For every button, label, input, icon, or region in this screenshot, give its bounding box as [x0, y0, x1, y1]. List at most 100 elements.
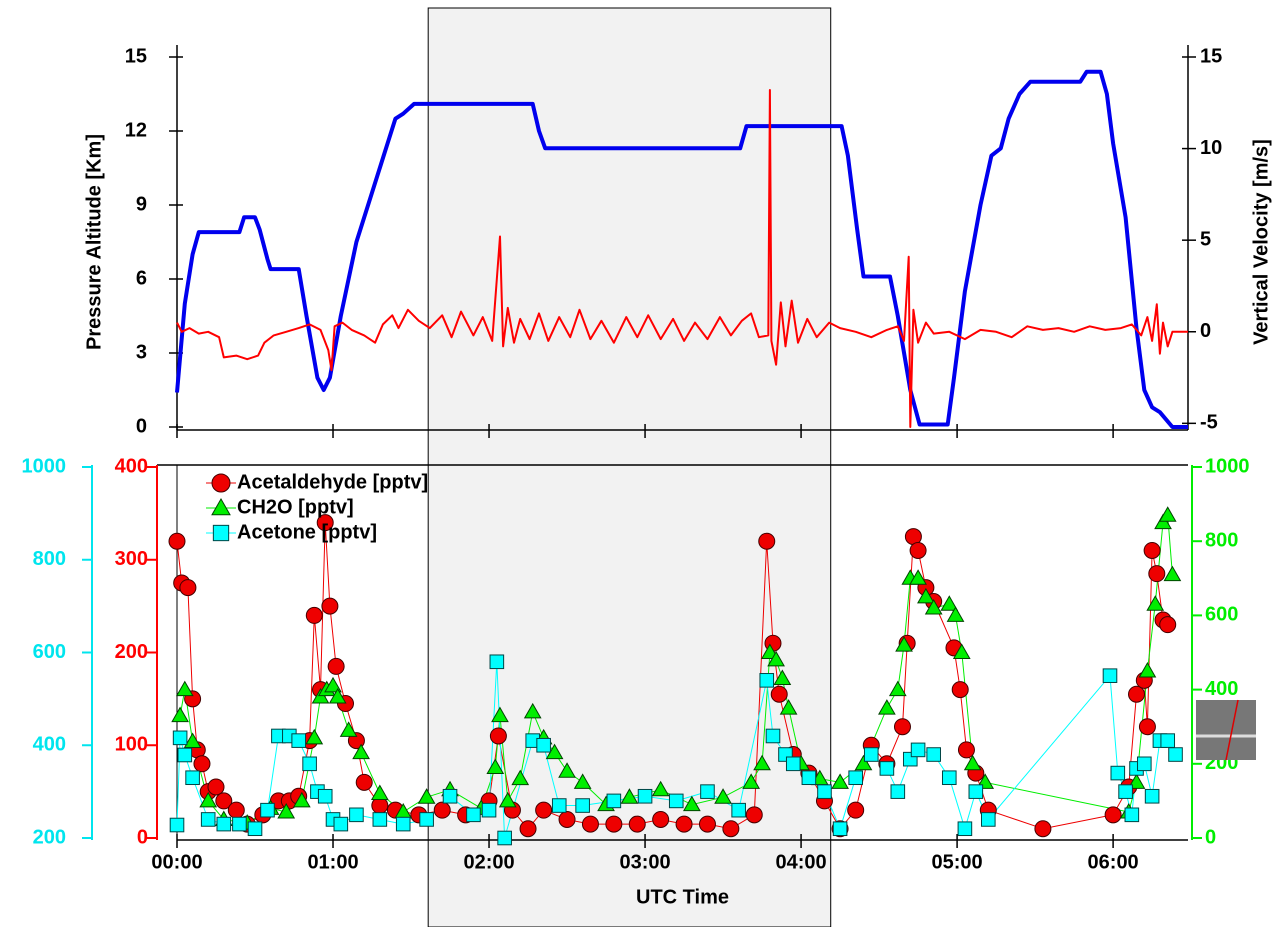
y2-axis-label: Vertical Velocity [m/s]: [1250, 139, 1272, 345]
legend-marker: [212, 524, 230, 542]
x-tick-label: 04:00: [775, 851, 826, 873]
y-tick-label: 3: [136, 341, 147, 363]
marker: [890, 784, 906, 799]
marker: [321, 597, 339, 615]
marker: [491, 706, 509, 723]
marker: [305, 728, 324, 745]
y-tick-label: 200: [115, 641, 148, 663]
marker: [551, 798, 567, 813]
marker: [801, 770, 817, 786]
marker: [758, 532, 776, 550]
y2-tick-label: 5: [1200, 228, 1211, 250]
marker: [1124, 807, 1140, 823]
marker: [682, 795, 701, 812]
x-axis-label: UTC Time: [636, 886, 729, 908]
marker: [951, 681, 969, 699]
marker: [339, 721, 358, 737]
marker: [317, 788, 333, 804]
marker: [1146, 595, 1165, 611]
marker: [466, 807, 481, 823]
y2-tick-label: 0: [1205, 826, 1216, 848]
marker: [895, 636, 913, 652]
y-tick-label: 300: [115, 548, 148, 570]
y2-tick-label: 400: [1205, 678, 1238, 700]
marker: [292, 791, 311, 808]
marker: [917, 587, 935, 604]
marker: [172, 730, 188, 746]
y2-tick-label: 0: [1200, 320, 1211, 342]
marker: [419, 812, 434, 827]
y2-tick-label: 800: [1205, 529, 1238, 551]
marker: [963, 754, 982, 771]
marker: [575, 798, 590, 813]
marker: [651, 780, 670, 797]
marker: [731, 802, 746, 818]
y2-tick-label: 10: [1200, 137, 1222, 159]
marker: [215, 792, 233, 810]
y-tick-label: 12: [125, 119, 147, 141]
marker: [227, 801, 245, 819]
marker: [628, 815, 646, 833]
marker: [605, 815, 623, 833]
series-line: [175, 69, 1188, 429]
marker: [1168, 747, 1183, 762]
y-axis-label: Pressure Altitude [Km]: [83, 134, 105, 350]
marker: [1118, 784, 1133, 799]
x-tick-label: 01:00: [307, 851, 358, 873]
marker: [324, 676, 342, 693]
marker: [832, 821, 848, 837]
marker: [183, 732, 202, 749]
marker: [497, 830, 512, 846]
marker: [305, 606, 323, 624]
marker: [171, 706, 189, 723]
marker: [606, 793, 622, 809]
marker: [328, 688, 347, 704]
marker: [1102, 668, 1118, 683]
marker: [831, 773, 849, 789]
marker: [910, 742, 926, 758]
marker: [177, 747, 193, 763]
marker: [817, 784, 832, 799]
marker: [957, 741, 975, 759]
marker: [909, 569, 927, 585]
marker: [349, 807, 364, 823]
marker: [486, 758, 505, 775]
legend-label: Acetaldehyde [pptv]: [237, 471, 428, 493]
y3-tick-label: 400: [33, 734, 66, 756]
y-tick-label: 15: [125, 45, 147, 67]
marker: [1148, 565, 1166, 583]
marker: [200, 812, 216, 827]
y-tick-label: 0: [136, 415, 147, 437]
marker: [511, 769, 530, 786]
y-tick-label: 6: [136, 267, 147, 289]
marker: [370, 784, 389, 800]
marker: [352, 743, 370, 760]
plot-layer: 0 3 6 9 12 15 -5 0 5 10 15 Pressure Altitude [Km] Ve…: [22, 45, 1272, 908]
marker: [302, 756, 317, 772]
marker: [535, 801, 553, 819]
marker: [980, 812, 996, 827]
marker: [941, 770, 957, 786]
marker: [1128, 685, 1146, 703]
y2-tick-label: 1000: [1205, 455, 1250, 477]
marker: [698, 815, 716, 833]
marker: [519, 820, 537, 838]
y3-tick-label: 800: [33, 548, 66, 570]
marker: [1034, 820, 1052, 838]
marker: [957, 821, 973, 837]
marker: [417, 788, 436, 804]
marker: [433, 801, 451, 819]
marker: [779, 699, 798, 715]
y-tick-label: 9: [136, 193, 147, 215]
marker: [442, 788, 458, 804]
marker: [742, 773, 761, 789]
marker: [1104, 806, 1122, 824]
legend-marker: [211, 497, 231, 516]
marker: [327, 657, 345, 675]
marker: [924, 598, 943, 615]
marker: [770, 685, 788, 703]
marker: [848, 770, 863, 786]
marker: [1160, 733, 1176, 748]
y2-tick-label: -5: [1200, 412, 1218, 434]
marker: [1159, 616, 1177, 634]
